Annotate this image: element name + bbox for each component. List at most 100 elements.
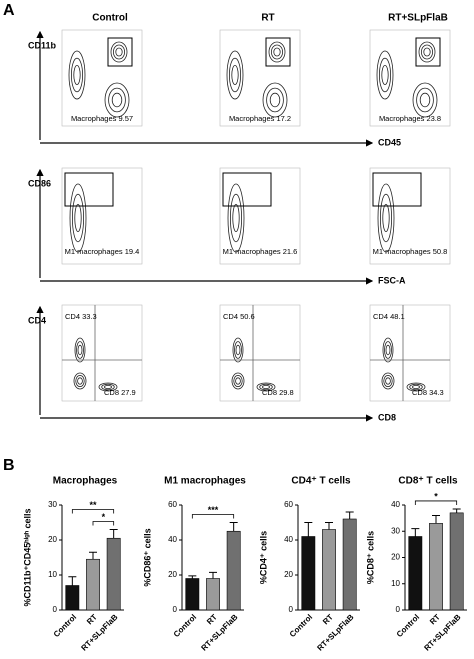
plot-frame: [369, 304, 451, 402]
contour: [226, 50, 244, 100]
gate-label: Macrophages 23.8: [379, 114, 441, 123]
chart-title: Macrophages: [53, 476, 118, 487]
contour: [232, 337, 244, 363]
significance-label: *: [434, 491, 438, 501]
y-axis-label: CD11b: [28, 40, 57, 50]
contour: [231, 65, 239, 86]
bar: [206, 578, 220, 611]
contour: [76, 341, 84, 359]
contour: [273, 47, 281, 57]
error-bar: [229, 522, 238, 532]
y-tick-label: 0: [396, 605, 401, 614]
error-bar: [68, 576, 77, 586]
panel-label: A: [3, 2, 15, 19]
contour: [384, 341, 392, 359]
column-header: RT: [261, 13, 274, 24]
y-axis-label: %CD8⁺ cells: [365, 531, 375, 584]
gate-label: M1 macrophages 19.4: [65, 247, 140, 256]
y-axis-label: CD4: [28, 315, 46, 325]
significance-label: *: [102, 512, 106, 522]
bar: [408, 536, 423, 611]
contour: [74, 337, 86, 363]
gate: [222, 172, 272, 207]
contour: [385, 377, 391, 385]
plot-frame: [61, 167, 143, 265]
y-tick-label: 10: [48, 570, 57, 579]
y-tick-label: 20: [284, 570, 293, 579]
y-axis-label: %CD11b⁺CD45ʰⁱᵍʰ cells: [21, 508, 32, 606]
x-tick-label: RT: [205, 612, 219, 626]
plot-frame: [219, 304, 301, 402]
plot-frame: [369, 167, 451, 265]
y-tick-label: 60: [284, 500, 293, 509]
contour: [256, 382, 276, 392]
contour: [111, 92, 123, 108]
x-axis-label: FSC-A: [378, 275, 406, 285]
contour: [378, 57, 391, 93]
bar: [342, 518, 357, 611]
plot-frame: [61, 304, 143, 402]
contour: [383, 374, 393, 387]
contour: [69, 183, 87, 253]
bar: [106, 537, 121, 611]
x-axis-label: CD45: [378, 137, 401, 147]
bar: [65, 585, 80, 611]
contour: [72, 193, 85, 243]
contour: [113, 44, 126, 60]
error-bar: [452, 508, 461, 513]
contour: [235, 344, 241, 356]
contour: [73, 372, 87, 390]
y-tick-label: 0: [53, 605, 58, 614]
y-tick-label: 40: [168, 535, 177, 544]
contour: [108, 87, 126, 113]
error-bar: [345, 511, 354, 519]
error-bar: [304, 522, 313, 537]
significance-bracket: [191, 514, 235, 519]
contour: [420, 44, 433, 60]
contour: [409, 383, 423, 391]
contour: [71, 57, 84, 93]
x-tick-label: RT: [428, 612, 442, 626]
gate-label: M1 macrophages 21.6: [223, 247, 298, 256]
y-tick-label: 0: [173, 605, 178, 614]
error-bar: [432, 515, 440, 524]
y-tick-label: 20: [391, 553, 400, 562]
gate-label: Macrophages 9.57: [71, 114, 133, 123]
contour: [418, 41, 436, 63]
significance-bracket: [92, 521, 115, 526]
contour: [115, 47, 123, 57]
contour: [416, 87, 434, 113]
contour: [266, 87, 284, 113]
bar: [226, 530, 241, 611]
error-bar: [411, 528, 420, 537]
column-header: RT+SLpFlaB: [388, 13, 448, 24]
significance-label: ***: [208, 505, 219, 515]
contour: [68, 50, 86, 100]
contour: [268, 41, 286, 63]
y-tick-label: 10: [391, 579, 400, 588]
chart-title: CD8⁺ T cells: [398, 476, 458, 487]
chart-title: M1 macrophages: [164, 476, 246, 487]
significance-label: **: [89, 500, 97, 510]
bar: [429, 523, 443, 611]
y-axis-label: %CD4⁺ cells: [258, 531, 268, 584]
contour: [73, 65, 81, 86]
error-bar: [89, 551, 97, 560]
gate-label: CD4 33.3: [65, 312, 97, 321]
x-tick-label: Control: [52, 613, 78, 639]
gate-label: CD4 50.6: [223, 312, 255, 321]
y-axis-label: CD86: [28, 178, 51, 188]
gate: [107, 37, 133, 67]
contour: [232, 203, 240, 232]
contour: [259, 383, 273, 391]
column-header: Control: [92, 13, 128, 24]
contour: [98, 382, 118, 392]
x-tick-label: Control: [288, 613, 314, 639]
plot-frame: [61, 29, 143, 127]
contour: [228, 57, 241, 93]
bar: [322, 529, 336, 611]
bar: [449, 512, 464, 611]
contour: [381, 65, 389, 86]
